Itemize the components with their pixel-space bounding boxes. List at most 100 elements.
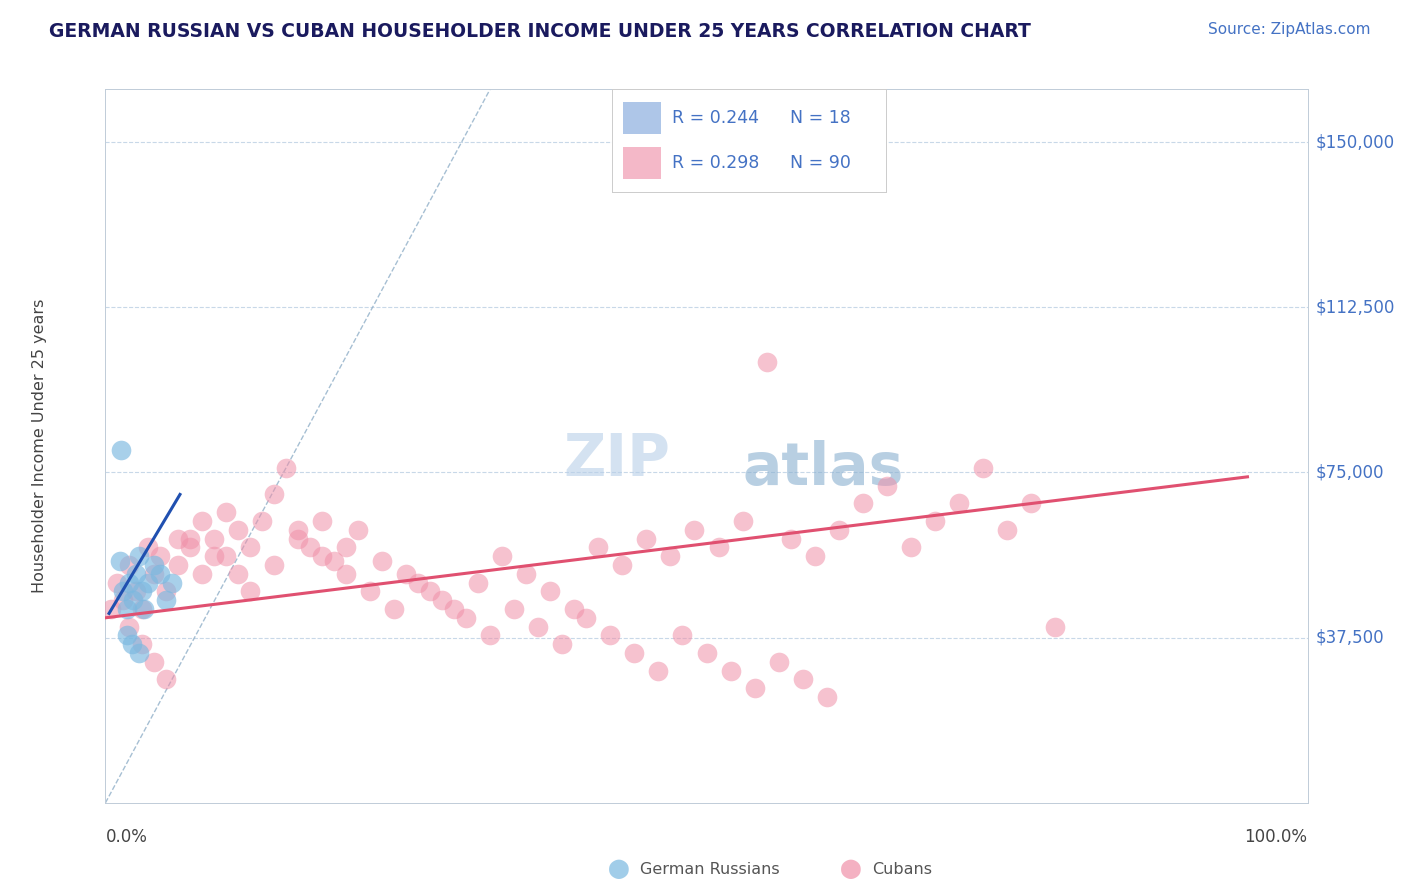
Point <box>995 523 1018 537</box>
Point <box>924 514 946 528</box>
Point <box>263 487 285 501</box>
Text: Cubans: Cubans <box>872 863 932 877</box>
Point <box>335 566 357 581</box>
Text: 100.0%: 100.0% <box>1244 828 1308 846</box>
Point <box>731 514 754 528</box>
Point <box>107 575 129 590</box>
Point <box>696 646 718 660</box>
Point <box>647 664 669 678</box>
Point <box>395 566 418 581</box>
Point <box>122 593 145 607</box>
Point <box>852 496 875 510</box>
Point <box>599 628 621 642</box>
Point <box>131 637 153 651</box>
Point <box>226 523 249 537</box>
Point <box>287 532 309 546</box>
Point <box>128 646 150 660</box>
Point <box>190 566 212 581</box>
Point <box>467 575 489 590</box>
Point <box>792 673 814 687</box>
Point <box>683 523 706 537</box>
Point <box>142 566 165 581</box>
Text: ⬤: ⬤ <box>839 860 862 880</box>
Point <box>214 549 236 563</box>
Point <box>160 575 183 590</box>
Point <box>124 566 146 581</box>
Point <box>562 602 585 616</box>
Text: N = 90: N = 90 <box>790 154 851 172</box>
Point <box>214 505 236 519</box>
Point <box>239 541 262 555</box>
Point <box>202 549 225 563</box>
Point <box>419 584 441 599</box>
Point <box>720 664 742 678</box>
Point <box>322 553 344 567</box>
Text: $150,000: $150,000 <box>1316 133 1395 151</box>
Point <box>148 566 170 581</box>
Point <box>359 584 381 599</box>
Point <box>108 553 131 567</box>
Point <box>166 558 188 572</box>
Point <box>515 566 537 581</box>
Point <box>779 532 801 546</box>
Point <box>744 681 766 696</box>
Point <box>371 553 394 567</box>
Point <box>551 637 574 651</box>
Point <box>1043 619 1066 633</box>
Point <box>612 558 634 572</box>
Point <box>136 575 159 590</box>
Point <box>636 532 658 546</box>
Text: $37,500: $37,500 <box>1316 629 1385 647</box>
Point <box>575 611 598 625</box>
Point <box>239 584 262 599</box>
Point <box>148 549 170 563</box>
Point <box>274 461 297 475</box>
Point <box>118 558 141 572</box>
Point <box>876 478 898 492</box>
Point <box>118 575 141 590</box>
Point <box>335 541 357 555</box>
Point <box>347 523 370 537</box>
Point <box>179 532 201 546</box>
Point <box>115 602 138 616</box>
Point <box>768 655 790 669</box>
Point <box>155 584 177 599</box>
Text: ZIP: ZIP <box>564 431 671 488</box>
Point <box>202 532 225 546</box>
Point <box>121 637 143 651</box>
Point <box>707 541 730 555</box>
Point <box>803 549 825 563</box>
Text: 0.0%: 0.0% <box>105 828 148 846</box>
Point <box>287 523 309 537</box>
Point <box>190 514 212 528</box>
Point <box>136 541 159 555</box>
Point <box>124 584 146 599</box>
Point <box>226 566 249 581</box>
Point <box>131 584 153 599</box>
Point <box>588 541 610 555</box>
Point <box>112 593 135 607</box>
FancyBboxPatch shape <box>623 102 661 135</box>
Point <box>311 514 333 528</box>
Point <box>430 593 453 607</box>
Point <box>671 628 693 642</box>
Text: R = 0.298: R = 0.298 <box>672 154 759 172</box>
Point <box>659 549 682 563</box>
Point <box>538 584 561 599</box>
Point <box>900 541 922 555</box>
Text: R = 0.244: R = 0.244 <box>672 109 759 127</box>
Point <box>155 593 177 607</box>
FancyBboxPatch shape <box>623 146 661 179</box>
Point <box>142 655 165 669</box>
Point <box>454 611 477 625</box>
Point <box>250 514 273 528</box>
Text: Householder Income Under 25 years: Householder Income Under 25 years <box>32 299 46 593</box>
Text: ⬤: ⬤ <box>607 860 630 880</box>
Point <box>815 690 838 704</box>
Point <box>166 532 188 546</box>
Text: $112,500: $112,500 <box>1316 298 1395 317</box>
Point <box>131 602 153 616</box>
Text: Source: ZipAtlas.com: Source: ZipAtlas.com <box>1208 22 1371 37</box>
Point <box>112 584 135 599</box>
Point <box>382 602 405 616</box>
